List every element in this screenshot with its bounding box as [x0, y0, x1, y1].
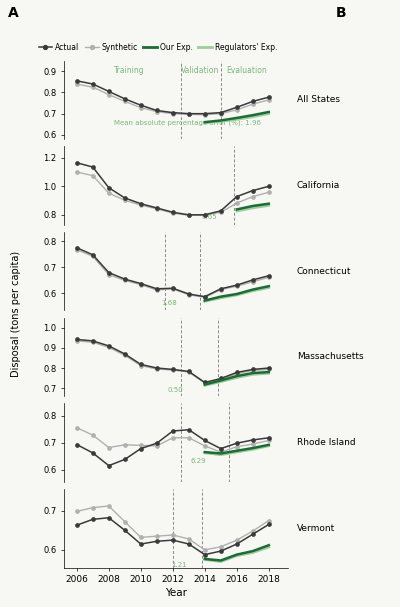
Text: Disposal (tons per capita): Disposal (tons per capita) [11, 251, 21, 377]
Legend: Actual, Synthetic, Our Exp., Regulators' Exp.: Actual, Synthetic, Our Exp., Regulators'… [36, 39, 281, 55]
Text: 6.29: 6.29 [190, 458, 206, 464]
Text: 0.50: 0.50 [168, 387, 184, 393]
Text: Vermont: Vermont [297, 524, 335, 533]
Text: 0.65: 0.65 [202, 214, 217, 220]
Text: Massachusetts: Massachusetts [297, 353, 364, 361]
Text: Rhode Island: Rhode Island [297, 438, 356, 447]
Text: 1.21: 1.21 [171, 562, 187, 568]
Text: Evaluation: Evaluation [226, 66, 267, 75]
Text: A: A [8, 6, 19, 20]
Text: California: California [297, 181, 340, 190]
Text: Validation: Validation [181, 66, 219, 75]
Text: All States: All States [297, 95, 340, 104]
Text: Training: Training [114, 66, 145, 75]
Text: B: B [336, 6, 347, 20]
X-axis label: Year: Year [165, 588, 187, 599]
Text: 1.68: 1.68 [162, 300, 177, 307]
Text: Connecticut: Connecticut [297, 267, 352, 276]
Text: Mean absolute percentage error (%): 1.96: Mean absolute percentage error (%): 1.96 [114, 119, 260, 126]
